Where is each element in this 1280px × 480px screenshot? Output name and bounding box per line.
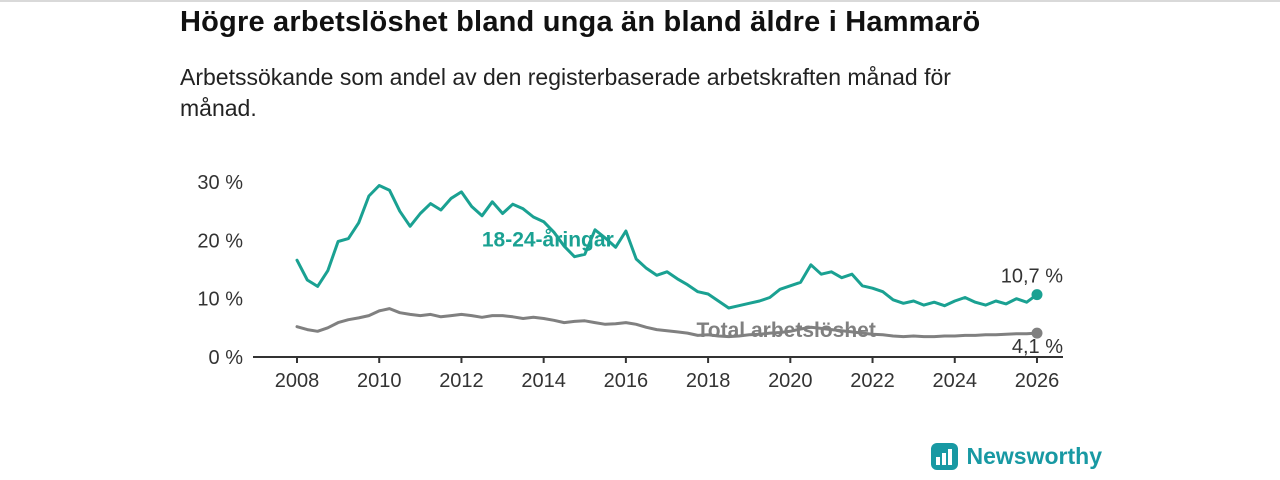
newsworthy-logo-icon	[930, 443, 958, 470]
series-label-young: 18-24-åringar	[482, 229, 614, 252]
y-tick-label: 10 %	[197, 289, 243, 311]
x-tick-label: 2024	[933, 370, 978, 392]
x-tick-label: 2020	[768, 370, 813, 392]
series-end-dot-total	[1031, 327, 1043, 339]
x-tick-label: 2018	[686, 370, 731, 392]
series-end-label-total: 4,1 %	[1012, 336, 1063, 358]
y-tick-label: 20 %	[197, 230, 243, 252]
x-tick-label: 2014	[521, 370, 566, 392]
page-title: Högre arbetslöshet bland unga än bland ä…	[180, 6, 981, 38]
x-tick-label: 2012	[439, 370, 484, 392]
x-tick-label: 2022	[850, 370, 895, 392]
series-end-dot-young	[1031, 289, 1043, 301]
x-tick-label: 2016	[604, 370, 649, 392]
x-tick-label: 2008	[275, 370, 320, 392]
y-tick-label: 30 %	[197, 172, 243, 194]
brand-name: Newsworthy	[966, 443, 1102, 469]
page-subtitle: Arbetssökande som andel av den registerb…	[180, 64, 951, 122]
x-tick-label: 2010	[357, 370, 402, 392]
series-end-label-young: 10,7 %	[1001, 266, 1063, 288]
series-label-total: Total arbetslöshet	[697, 319, 876, 342]
brand-footer[interactable]: Newsworthy	[930, 443, 1102, 470]
series-line-total	[295, 307, 1039, 339]
y-tick-label: 0 %	[209, 347, 244, 369]
top-border	[0, 0, 1280, 2]
x-tick-label: 2026	[1015, 370, 1060, 392]
series-line-young	[295, 184, 1039, 310]
